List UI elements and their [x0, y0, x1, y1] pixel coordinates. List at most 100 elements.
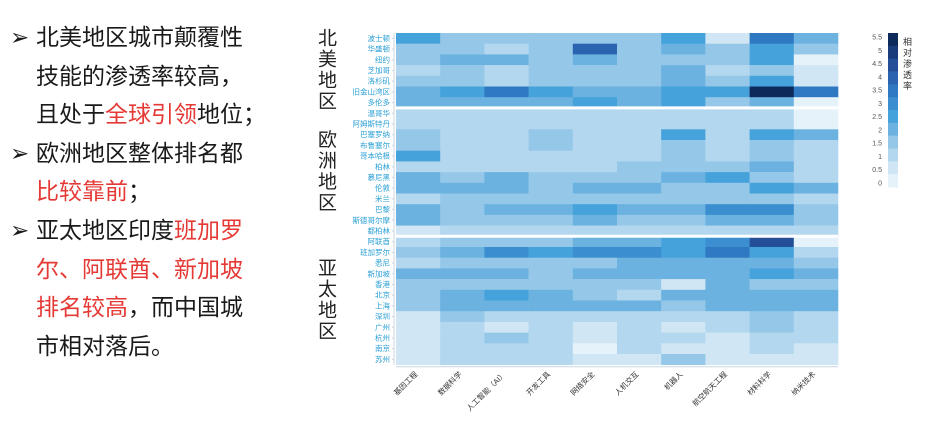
heatmap-cell: [617, 97, 662, 109]
heatmap-cell: [484, 225, 529, 237]
heatmap-cell: [793, 129, 839, 141]
heatmap-cell: [484, 129, 529, 141]
heatmap-cell: [484, 75, 529, 87]
bullet-marker-icon: ➢: [10, 216, 30, 243]
heatmap-cell: [572, 225, 618, 237]
heatmap-cell: [793, 107, 839, 119]
heatmap-cell: [528, 86, 574, 98]
heatmap-cell: [572, 107, 618, 119]
heatmap-cell: [396, 43, 441, 55]
region-label-char: 北: [318, 27, 337, 49]
heatmap-cell: [440, 65, 485, 77]
heatmap-cell: [705, 236, 750, 248]
heatmap-cell: [440, 75, 485, 87]
heatmap-cell: [528, 236, 574, 248]
heatmap-cell: [572, 279, 618, 291]
heatmap-cell: [440, 332, 485, 344]
y-tick-label: 杭州: [375, 332, 390, 342]
heatmap-cell: [572, 332, 618, 344]
heatmap-cell: [484, 268, 529, 280]
colorbar-segment: [888, 45, 898, 60]
heatmap-cell: [440, 161, 485, 173]
heatmap-cell: [705, 86, 750, 98]
heatmap-cell: [705, 289, 750, 301]
body-text: 地位；: [197, 101, 266, 128]
heatmap-cell: [440, 300, 485, 312]
heatmap-cell: [396, 332, 441, 344]
region-label-char: 区: [318, 91, 337, 112]
heatmap-cell: [793, 86, 839, 98]
highlight-text: 尔、阿联酋、新加坡: [36, 255, 243, 282]
colorbar-segment: [888, 110, 898, 124]
heatmap-cell: [572, 354, 618, 365]
heatmap-cell: [396, 182, 441, 194]
heatmap-cell: [661, 129, 706, 141]
heatmap-cell: [661, 54, 706, 66]
heatmap-cell: [484, 65, 529, 77]
heatmap-cell: [396, 204, 441, 216]
heatmap-cell: [749, 65, 795, 77]
heatmap-cell: [528, 193, 574, 205]
region-label-char: 区: [318, 193, 337, 214]
heatmap-cell: [528, 182, 574, 194]
y-tick-label: 新加坡: [368, 268, 391, 278]
heatmap-cell: [749, 236, 795, 248]
heatmap-cell: [572, 86, 618, 98]
heatmap-cell: [749, 43, 795, 55]
y-tick-label: 深圳: [375, 311, 390, 321]
heatmap-cell: [440, 257, 485, 269]
heatmap-cell: [617, 161, 662, 173]
heatmap-cell: [396, 150, 441, 162]
heatmap-cell: [661, 311, 706, 323]
heatmap-cell: [749, 225, 795, 237]
heatmap-cell: [749, 54, 795, 66]
colorbar-title-char: 透: [903, 70, 912, 80]
heatmap-cell: [617, 332, 662, 344]
region-label-2: 欧洲地区: [318, 129, 337, 214]
heatmap-cell: [528, 247, 574, 258]
heatmap-cell: [440, 43, 485, 55]
heatmap-cell: [440, 311, 485, 323]
heatmap-cell: [749, 321, 795, 333]
heatmap-cell: [705, 204, 750, 216]
heatmap-cell: [572, 257, 618, 269]
heatmap-cell: [396, 172, 441, 184]
x-tick-label: 网络安全: [568, 369, 597, 398]
heatmap-cell: [661, 300, 706, 312]
heatmap-cell: [661, 343, 706, 355]
heatmap-cell: [749, 140, 795, 151]
y-tick-label: 米兰: [375, 193, 390, 203]
heatmap-cell: [705, 343, 750, 355]
heatmap-cell: [617, 86, 662, 98]
heatmap-cell: [617, 279, 662, 291]
heatmap-cell: [749, 75, 795, 87]
heatmap-cell: [484, 332, 529, 344]
heatmap-cell: [617, 204, 662, 216]
colorbar-title-char: 对: [903, 47, 912, 58]
body-text: 技能的渗透率较高，: [36, 62, 243, 89]
heatmap-cell: [484, 140, 529, 151]
y-tick-label: 哥本哈根: [360, 151, 390, 161]
highlight-text: 班加罗: [174, 216, 243, 243]
heatmap-cell: [749, 343, 795, 355]
region-label-char: 地: [318, 300, 337, 322]
heatmap-cell: [396, 97, 441, 109]
x-tick-label: 材料科学: [745, 369, 774, 398]
heatmap-cell: [793, 140, 839, 151]
heatmap-cell: [617, 129, 662, 141]
heatmap-cell: [793, 311, 839, 323]
heatmap-cell: [528, 311, 574, 323]
heatmap-cell: [617, 150, 662, 162]
heatmap-cell: [793, 257, 839, 269]
heatmap-cell: [528, 343, 574, 355]
x-tick-label: 机器人: [662, 369, 685, 392]
heatmap-cell: [661, 75, 706, 87]
y-tick-label: 纽约: [375, 54, 390, 64]
region-label-char: 欧: [318, 129, 337, 151]
heatmap-cell: [617, 193, 662, 205]
heatmap-cell: [793, 268, 839, 280]
y-tick-label: 巴塞罗纳: [360, 129, 390, 139]
colorbar-segment: [888, 33, 898, 47]
body-text: 亚太地区印度: [36, 216, 174, 243]
heatmap-cell: [793, 33, 839, 44]
